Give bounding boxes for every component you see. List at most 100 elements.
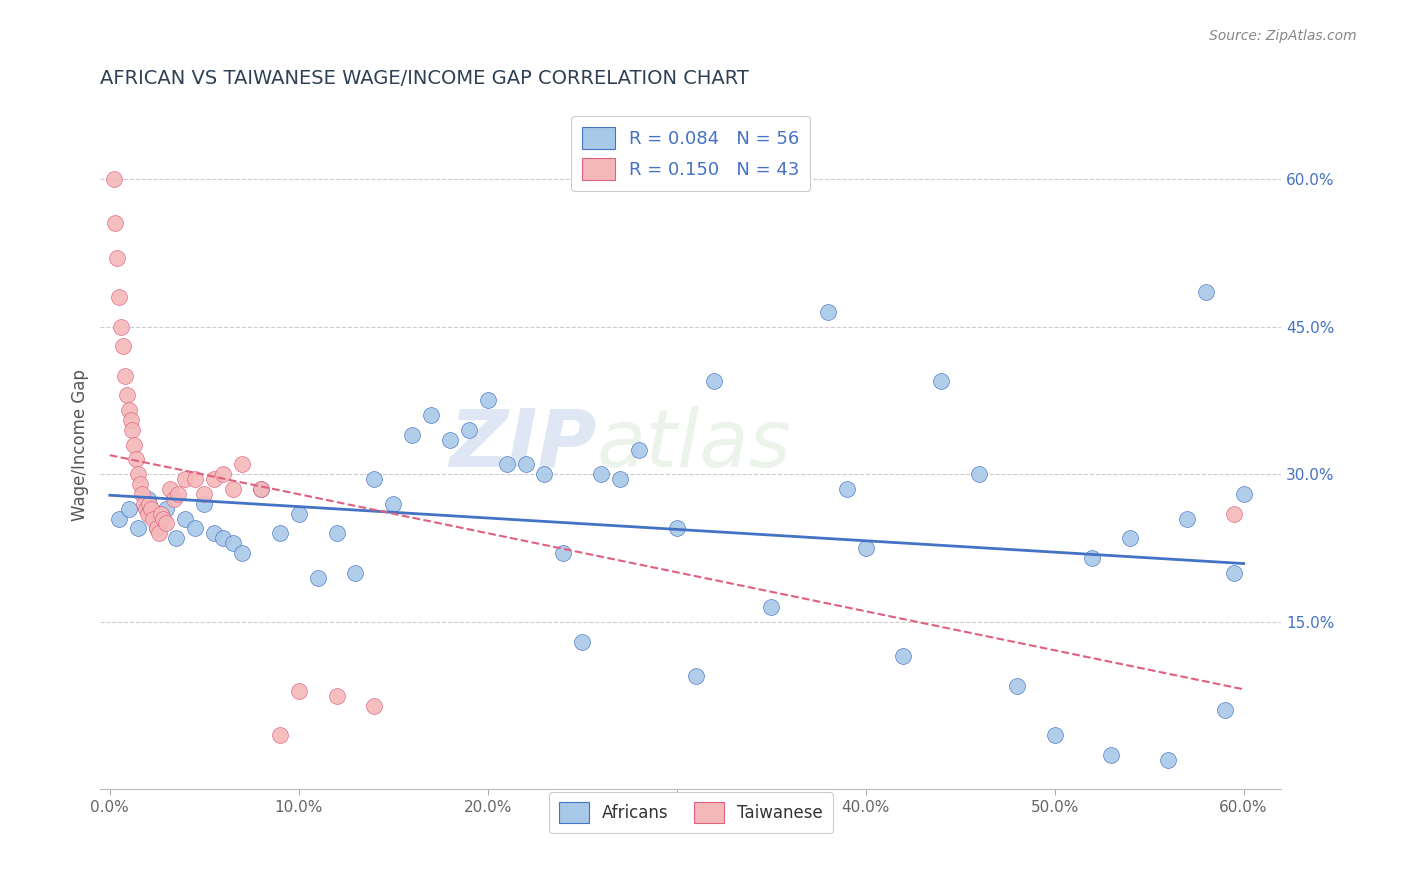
Point xyxy=(155,501,177,516)
Point xyxy=(269,526,291,541)
Point xyxy=(132,497,155,511)
Point xyxy=(1232,487,1254,501)
Point xyxy=(1213,703,1236,717)
Point xyxy=(1223,566,1246,580)
Point xyxy=(108,290,131,304)
Point xyxy=(759,600,782,615)
Legend: Africans, Taiwanese: Africans, Taiwanese xyxy=(548,792,832,832)
Point xyxy=(325,689,347,703)
Point xyxy=(855,541,877,555)
Point xyxy=(420,408,443,422)
Point xyxy=(287,683,309,698)
Point xyxy=(1175,511,1198,525)
Point xyxy=(118,403,141,417)
Point xyxy=(163,491,186,506)
Point xyxy=(146,521,169,535)
Point xyxy=(1005,679,1028,693)
Point xyxy=(159,482,181,496)
Point xyxy=(115,388,138,402)
Point xyxy=(202,526,225,541)
Point xyxy=(363,698,385,713)
Point xyxy=(112,339,135,353)
Point xyxy=(202,472,225,486)
Point xyxy=(138,497,160,511)
Point xyxy=(152,511,174,525)
Point xyxy=(571,634,593,648)
Y-axis label: Wage/Income Gap: Wage/Income Gap xyxy=(72,368,89,521)
Point xyxy=(495,458,517,472)
Point xyxy=(184,472,207,486)
Point xyxy=(149,507,172,521)
Point xyxy=(129,477,152,491)
Point xyxy=(131,487,153,501)
Point xyxy=(307,571,329,585)
Point xyxy=(120,413,142,427)
Point xyxy=(212,467,235,482)
Point xyxy=(121,423,143,437)
Point xyxy=(553,546,575,560)
Point xyxy=(148,526,170,541)
Point xyxy=(835,482,858,496)
Point xyxy=(893,649,915,664)
Point xyxy=(1157,753,1180,767)
Point xyxy=(287,507,309,521)
Point xyxy=(136,507,159,521)
Point xyxy=(363,472,385,486)
Point xyxy=(609,472,631,486)
Point xyxy=(174,472,197,486)
Point xyxy=(146,521,169,535)
Point xyxy=(457,423,479,437)
Point xyxy=(221,482,243,496)
Point xyxy=(967,467,990,482)
Point xyxy=(269,728,291,742)
Point xyxy=(325,526,347,541)
Point xyxy=(703,374,725,388)
Point xyxy=(136,491,159,506)
Point xyxy=(114,368,136,383)
Point xyxy=(817,305,839,319)
Point xyxy=(477,393,499,408)
Point xyxy=(250,482,273,496)
Point xyxy=(515,458,537,472)
Text: Source: ZipAtlas.com: Source: ZipAtlas.com xyxy=(1209,29,1357,43)
Point xyxy=(1043,728,1066,742)
Point xyxy=(231,546,253,560)
Point xyxy=(382,497,405,511)
Point xyxy=(627,442,650,457)
Point xyxy=(685,669,707,683)
Point xyxy=(1195,285,1218,300)
Point xyxy=(591,467,613,482)
Point xyxy=(193,497,215,511)
Point xyxy=(665,521,688,535)
Point xyxy=(1081,550,1104,565)
Point xyxy=(193,487,215,501)
Point xyxy=(439,433,461,447)
Point xyxy=(142,511,165,525)
Text: atlas: atlas xyxy=(596,406,792,483)
Point xyxy=(1099,747,1122,762)
Point xyxy=(103,172,125,186)
Point xyxy=(155,516,177,531)
Point xyxy=(1223,507,1246,521)
Point xyxy=(135,501,157,516)
Point xyxy=(344,566,367,580)
Point xyxy=(110,319,132,334)
Point xyxy=(401,428,423,442)
Point xyxy=(184,521,207,535)
Point xyxy=(104,216,127,230)
Point xyxy=(127,467,149,482)
Point xyxy=(165,531,187,545)
Text: AFRICAN VS TAIWANESE WAGE/INCOME GAP CORRELATION CHART: AFRICAN VS TAIWANESE WAGE/INCOME GAP COR… xyxy=(100,69,749,87)
Point xyxy=(105,251,128,265)
Point xyxy=(174,511,197,525)
Point xyxy=(250,482,273,496)
Point xyxy=(127,521,149,535)
Point xyxy=(929,374,952,388)
Point xyxy=(166,487,188,501)
Text: ZIP: ZIP xyxy=(449,406,596,483)
Point xyxy=(108,511,131,525)
Point xyxy=(141,501,163,516)
Point xyxy=(118,501,141,516)
Point xyxy=(124,438,146,452)
Point xyxy=(212,531,235,545)
